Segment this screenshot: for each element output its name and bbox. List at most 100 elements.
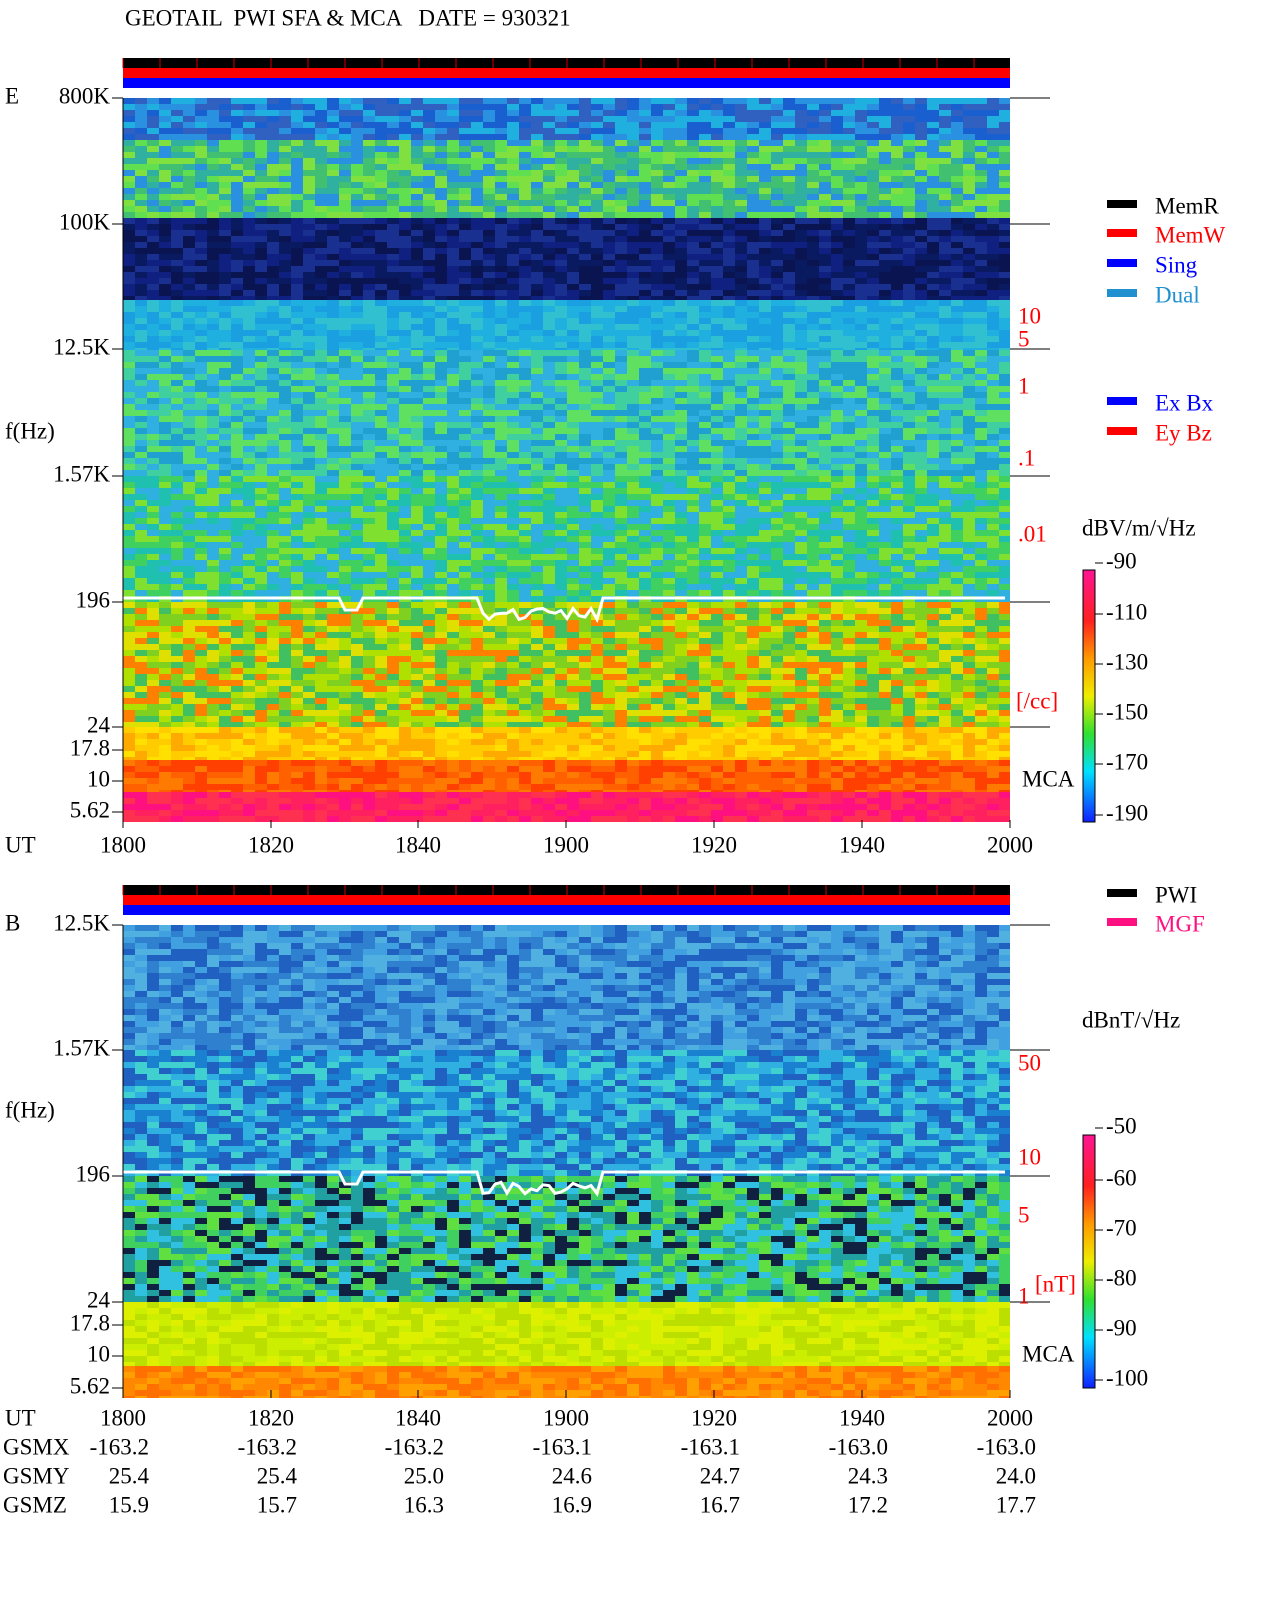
spectrogram-cell <box>231 104 243 110</box>
spectrogram-cell <box>435 476 447 482</box>
spectrogram-cell <box>435 284 447 290</box>
spectrogram-cell <box>675 98 687 104</box>
spectrogram-cell <box>231 324 243 330</box>
spectrogram-cell <box>783 284 795 290</box>
spectrogram-cell <box>135 318 147 324</box>
spectrogram-cell <box>303 404 315 410</box>
spectrogram-cell <box>459 374 471 380</box>
spectrogram-cell <box>411 296 423 300</box>
spectrogram-cell <box>879 152 891 158</box>
spectrogram-cell <box>411 410 423 416</box>
spectrogram-cell <box>927 470 939 476</box>
spectrogram-cell <box>855 392 867 398</box>
spectrogram-cell <box>999 386 1010 392</box>
spectrogram-cell <box>387 494 399 500</box>
spectrogram-cell <box>831 386 843 392</box>
spectrogram-cell <box>171 416 183 422</box>
spectrogram-cell <box>699 380 711 386</box>
spectrogram-cell <box>519 104 531 110</box>
spectrogram-cell <box>615 434 627 440</box>
spectrogram-cell <box>339 254 351 260</box>
spectrogram-cell <box>147 182 159 188</box>
spectrogram-cell <box>459 206 471 212</box>
spectrogram-cell <box>891 342 903 348</box>
spectrogram-cell <box>783 230 795 236</box>
spectrogram-cell <box>183 342 195 348</box>
spectrogram-cell <box>675 300 687 306</box>
spectrogram-cell <box>639 410 651 416</box>
spectrogram-cell <box>879 98 891 104</box>
spectrogram-cell <box>471 182 483 188</box>
spectrogram-cell <box>147 116 159 122</box>
spectrogram-cell <box>411 312 423 318</box>
spectrogram-cell <box>867 182 879 188</box>
spectrogram-cell <box>195 224 207 230</box>
spectrogram-cell <box>879 212 891 218</box>
spectrogram-cell <box>579 206 591 212</box>
spectrogram-cell <box>903 122 915 128</box>
spectrogram-cell <box>279 368 291 374</box>
spectrogram-cell <box>951 104 963 110</box>
spectrogram-cell <box>255 446 267 452</box>
spectrogram-cell <box>711 392 723 398</box>
spectrogram-cell <box>615 464 627 470</box>
spectrogram-cell <box>591 434 603 440</box>
spectrogram-cell <box>687 362 699 368</box>
spectrogram-cell <box>183 368 195 374</box>
spectrogram-cell <box>867 342 879 348</box>
spectrogram-cell <box>963 428 975 434</box>
spectrogram-cell <box>627 434 639 440</box>
spectrogram-cell <box>243 236 255 242</box>
spectrogram-cell <box>423 428 435 434</box>
spectrogram-cell <box>435 488 447 494</box>
spectrogram-cell <box>843 194 855 200</box>
spectrogram-cell <box>351 318 363 324</box>
spectrogram-cell <box>591 446 603 452</box>
spectrogram-cell <box>615 330 627 336</box>
spectrogram-cell <box>531 290 543 296</box>
spectrogram-cell <box>867 422 879 428</box>
spectrogram-cell <box>759 476 771 482</box>
spectrogram-cell <box>363 182 375 188</box>
spectrogram-cell <box>231 476 243 482</box>
spectrogram-cell <box>303 260 315 266</box>
spectrogram-cell <box>783 290 795 296</box>
spectrogram-cell <box>147 248 159 254</box>
spectrogram-cell <box>543 116 555 122</box>
spectrogram-cell <box>435 434 447 440</box>
spectrogram-cell <box>915 164 927 170</box>
spectrogram-cell <box>303 218 315 224</box>
spectrogram-cell <box>315 398 327 404</box>
spectrogram-cell <box>831 416 843 422</box>
spectrogram-cell <box>411 306 423 312</box>
spectrogram-cell <box>543 440 555 446</box>
spectrogram-cell <box>663 104 675 110</box>
spectrogram-cell <box>423 266 435 272</box>
spectrogram-cell <box>963 368 975 374</box>
spectrogram-cell <box>195 146 207 152</box>
spectrogram-cell <box>795 272 807 278</box>
spectrogram-cell <box>351 362 363 368</box>
spectrogram-cell <box>915 488 927 494</box>
spectrogram-cell <box>579 440 591 446</box>
spectrogram-cell <box>159 248 171 254</box>
spectrogram-cell <box>891 318 903 324</box>
spectrogram-cell <box>591 488 603 494</box>
spectrogram-cell <box>855 368 867 374</box>
spectrogram-cell <box>687 296 699 300</box>
spectrogram-cell <box>327 422 339 428</box>
spectrogram-cell <box>879 368 891 374</box>
spectrogram-cell <box>855 116 867 122</box>
spectrogram-cell <box>807 410 819 416</box>
spectrogram-cell <box>735 218 747 224</box>
spectrogram-cell <box>327 296 339 300</box>
spectrogram-cell <box>879 224 891 230</box>
spectrogram-cell <box>303 312 315 318</box>
spectrogram-cell <box>543 164 555 170</box>
spectrogram-cell <box>675 392 687 398</box>
spectrogram-cell <box>567 224 579 230</box>
spectrogram-cell <box>255 324 267 330</box>
spectrogram-cell <box>951 488 963 494</box>
spectrogram-cell <box>555 176 567 182</box>
spectrogram-cell <box>939 380 951 386</box>
